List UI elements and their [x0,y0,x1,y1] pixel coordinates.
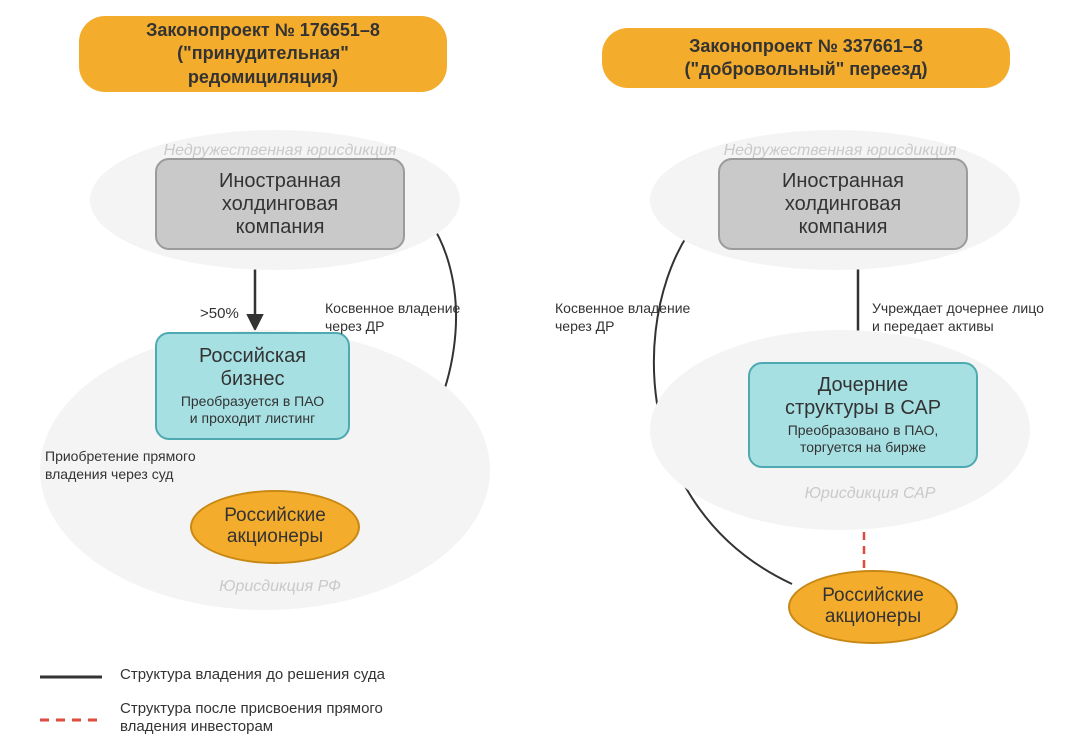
box-foreign-holding-left: Иностранная холдинговая компания [155,158,405,250]
legend-solid: Структура владения до решения суда [40,666,385,684]
diagram-root: Законопроект № 176651–8 ("принудительная… [0,0,1089,742]
ellipse-shareholders-left: Российские акционеры [190,490,360,564]
legend-solid-text: Структура владения до решения суда [120,666,385,684]
title-right: Законопроект № 337661–8 ("добровольный" … [602,28,1010,88]
box-subsidiary-sar-title: Дочерние структуры в САР [785,374,941,420]
legend-dashed-swatch [40,709,102,727]
title-left: Законопроект № 176651–8 ("принудительная… [79,16,447,92]
label-indirect-right: Косвенное владение через ДР [555,300,690,335]
box-subsidiary-sar: Дочерние структуры в САР Преобразовано в… [748,362,978,468]
ellipse-shareholders-left-label: Российские акционеры [224,506,326,548]
box-foreign-holding-left-title: Иностранная холдинговая компания [219,170,341,239]
label-court-ownership: Приобретение прямого владения через суд [45,448,196,483]
box-russian-business: Российская бизнес Преобразуется в ПАО и … [155,332,350,440]
box-russian-business-title: Российская бизнес [199,345,306,391]
legend-dashed: Структура после присвоения прямого владе… [40,700,383,736]
legend-dashed-text: Структура после присвоения прямого владе… [120,700,383,736]
bg-ellipse-left-bottom-label: Юрисдикция РФ [150,578,410,596]
legend-solid-swatch [40,666,102,684]
box-foreign-holding-right-title: Иностранная холдинговая компания [782,170,904,239]
box-foreign-holding-right: Иностранная холдинговая компания [718,158,968,250]
box-subsidiary-sar-sub: Преобразовано в ПАО, торгуется на бирже [788,422,939,456]
ellipse-shareholders-right-label: Российские акционеры [822,586,924,628]
label-over-50: >50% [200,305,239,324]
title-left-text: Законопроект № 176651–8 ("принудительная… [146,19,380,89]
bg-ellipse-right-bottom-label: Юрисдикция САР [740,485,1000,503]
title-right-text: Законопроект № 337661–8 ("добровольный" … [684,35,927,82]
ellipse-shareholders-right: Российские акционеры [788,570,958,644]
label-establish-subsidiary: Учреждает дочернее лицо и передает актив… [872,300,1044,335]
box-russian-business-sub: Преобразуется в ПАО и проходит листинг [181,393,324,427]
label-indirect-left: Косвенное владение через ДР [325,300,460,335]
